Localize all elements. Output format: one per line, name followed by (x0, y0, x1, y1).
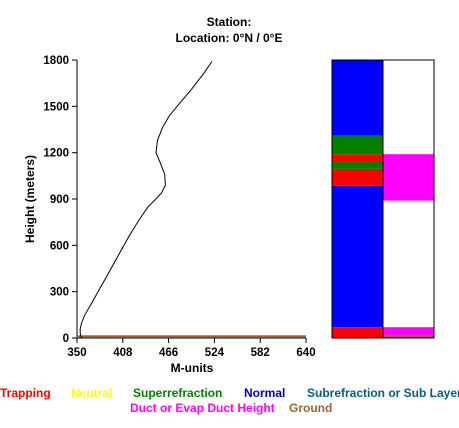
chart-title-station: Station: (207, 15, 252, 29)
y-axis-label: Height (meters) (23, 155, 37, 243)
refraction-segment (332, 154, 383, 162)
y-tick-label: 300 (50, 287, 69, 299)
duct-segment (383, 327, 434, 335)
legend: Trapping Neutral Superrefraction Normal Subr… (0, 386, 459, 415)
chart-title-location: Location: 0°N / 0°E (176, 31, 283, 45)
refraction-segment (332, 60, 383, 136)
x-tick-label: 350 (67, 347, 86, 359)
legend-item: Neutral (71, 386, 112, 400)
y-tick-label: 0 (63, 333, 69, 345)
refraction-segment (332, 185, 383, 328)
x-tick-label: 466 (159, 347, 178, 359)
legend-item: Ground (289, 401, 332, 415)
x-tick-label: 524 (205, 347, 225, 359)
x-tick-label: 582 (251, 347, 270, 359)
refraction-segment (332, 135, 383, 155)
refraction-segment (332, 161, 383, 169)
legend-item: Normal (244, 386, 285, 400)
y-tick-label: 600 (50, 240, 69, 252)
legend-item: Superrefraction (133, 386, 222, 400)
legend-item: Duct or Evap Duct Height (130, 401, 275, 415)
y-tick-label: 900 (50, 194, 69, 206)
x-axis-label: M-units (171, 361, 214, 375)
duct-segment (383, 154, 434, 201)
x-tick-label: 640 (296, 347, 315, 359)
y-tick-label: 1200 (43, 148, 69, 160)
legend-item: Subrefraction or Sub Layer (307, 386, 459, 400)
x-tick-label: 408 (113, 347, 133, 359)
y-tick-label: 1500 (43, 101, 69, 113)
y-tick-label: 1800 (43, 55, 69, 67)
duct-column-border (382, 59, 435, 339)
duct-segment (383, 334, 434, 338)
m-unit-profile-line (79, 61, 213, 339)
refraction-segment (332, 327, 383, 338)
legend-item: Trapping (0, 386, 51, 400)
profile-plot: 0 300 600 900 1200 1500 1800 350 408 466 524 582 640 (43, 55, 315, 359)
refraction-segment (332, 168, 383, 186)
refraction-columns (331, 59, 435, 339)
